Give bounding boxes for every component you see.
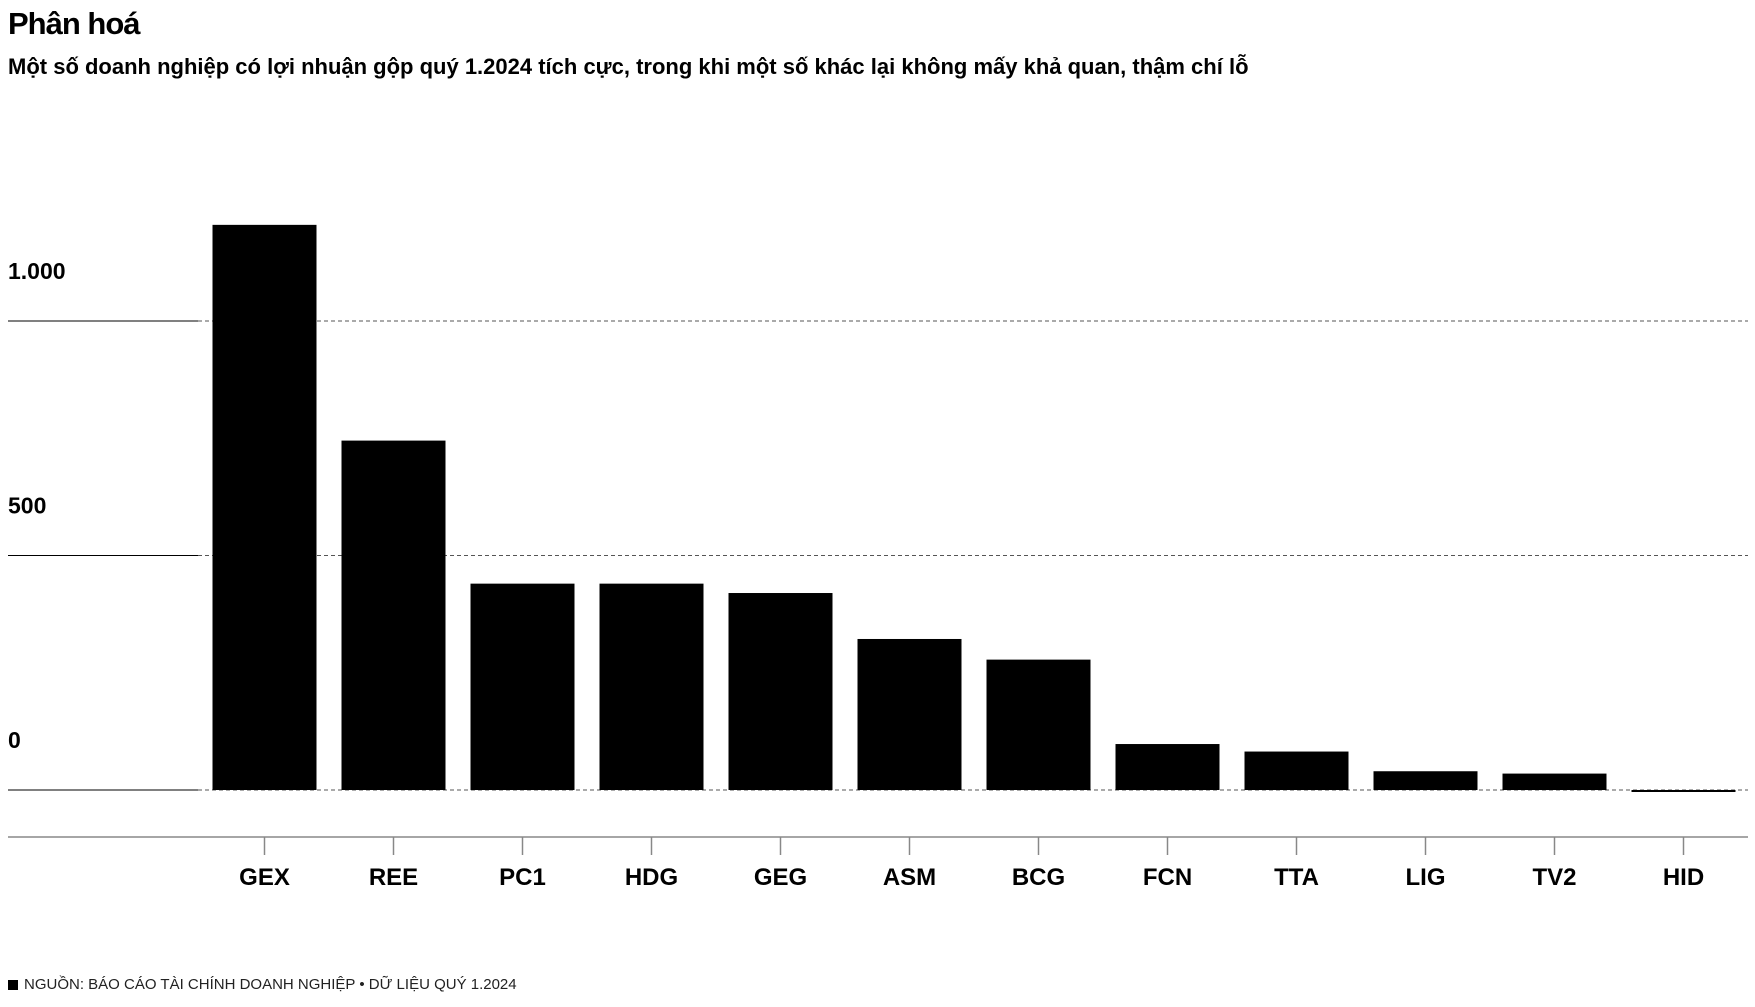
x-axis: [8, 836, 1748, 855]
bars: [212, 224, 1736, 792]
category-labels: GEX REE PC1 HDG GEG ASM BCG FCN TTA LIG TV2 HID: [239, 864, 1704, 891]
square-icon: [8, 979, 18, 990]
x-tick-label-GEX: GEX: [239, 864, 290, 891]
bar-ASM: [857, 638, 962, 790]
bar-GEX: [212, 224, 317, 791]
bar-GEG: [728, 593, 833, 790]
grid-lines: 0 500 1.000: [8, 258, 1748, 791]
x-tick-label-HID: HID: [1663, 864, 1704, 891]
x-tick-label-REE: REE: [369, 864, 418, 891]
bar-HID: [1631, 790, 1736, 792]
bar-HDG: [599, 583, 704, 790]
x-tick-label-TTA: TTA: [1274, 864, 1319, 891]
x-tick-label-BCG: BCG: [1012, 864, 1065, 891]
x-tick-label-GEG: GEG: [754, 864, 807, 891]
source-note: NGUỒN: BÁO CÁO TÀI CHÍNH DOANH NGHIỆP • …: [8, 976, 517, 993]
y-tick-label: 0: [8, 727, 21, 753]
bar-TV2: [1502, 773, 1607, 790]
bar-PC1: [470, 583, 575, 790]
bar-BCG: [986, 659, 1091, 790]
bar-REE: [341, 440, 446, 790]
x-tick-label-LIG: LIG: [1406, 864, 1446, 891]
chart-title: Phân hoá: [8, 6, 141, 41]
x-tick-label-PC1: PC1: [499, 864, 546, 891]
chart-subtitle: Một số doanh nghiệp có lợi nhuận gộp quý…: [8, 54, 1249, 79]
y-tick-label: 1.000: [8, 258, 66, 284]
x-tick-label-ASM: ASM: [883, 864, 936, 891]
bar-LIG: [1373, 771, 1478, 790]
x-tick-label-FCN: FCN: [1143, 864, 1192, 891]
x-tick-label-HDG: HDG: [625, 864, 678, 891]
source-text: NGUỒN: BÁO CÁO TÀI CHÍNH DOANH NGHIỆP • …: [24, 976, 517, 993]
x-tick-label-TV2: TV2: [1532, 864, 1576, 891]
bar-TTA: [1244, 751, 1349, 790]
bar-chart: 0 500 1.000 GEX REE PC1 HDG GEG ASM BCG FCN TTA LIG…: [8, 224, 1748, 891]
y-tick-label: 500: [8, 493, 46, 519]
bar-FCN: [1115, 744, 1220, 790]
